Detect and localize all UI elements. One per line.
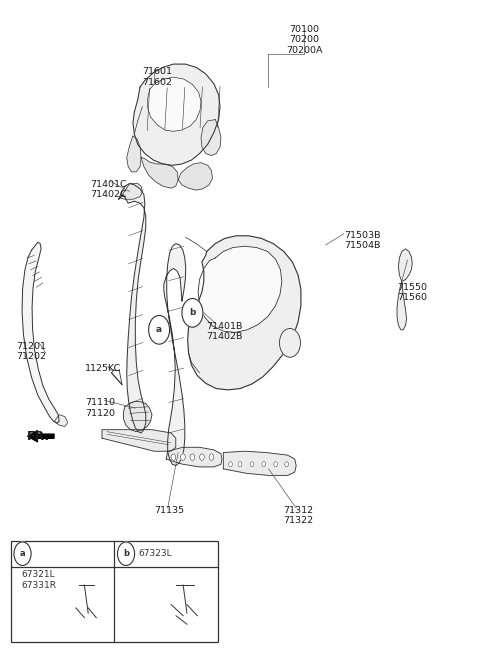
Polygon shape xyxy=(178,163,213,190)
Text: 71550
71560: 71550 71560 xyxy=(397,283,427,302)
Polygon shape xyxy=(123,401,152,432)
Text: 71401B
71402B: 71401B 71402B xyxy=(207,322,243,342)
Circle shape xyxy=(200,454,204,461)
Circle shape xyxy=(279,328,300,357)
Text: 1125KC: 1125KC xyxy=(85,365,121,373)
Polygon shape xyxy=(148,77,201,131)
Text: 67321L
67331R: 67321L 67331R xyxy=(21,570,56,589)
Circle shape xyxy=(209,454,214,461)
Polygon shape xyxy=(164,244,186,466)
Circle shape xyxy=(250,462,254,467)
Polygon shape xyxy=(198,246,282,332)
Polygon shape xyxy=(201,120,221,156)
FancyBboxPatch shape xyxy=(11,541,217,642)
Text: 71312
71322: 71312 71322 xyxy=(283,506,313,526)
Circle shape xyxy=(285,462,288,467)
Polygon shape xyxy=(102,430,176,451)
Polygon shape xyxy=(398,249,412,281)
Text: b: b xyxy=(123,549,129,558)
Circle shape xyxy=(238,462,242,467)
Text: a: a xyxy=(156,325,162,334)
Text: a: a xyxy=(20,549,25,558)
Text: 71201
71202: 71201 71202 xyxy=(16,342,47,361)
Polygon shape xyxy=(133,64,220,166)
Polygon shape xyxy=(119,183,146,433)
Text: 71135: 71135 xyxy=(155,506,184,515)
Polygon shape xyxy=(141,158,178,188)
Polygon shape xyxy=(166,447,222,467)
Polygon shape xyxy=(127,136,141,172)
Circle shape xyxy=(180,454,185,461)
Text: 67323L: 67323L xyxy=(138,549,171,558)
Circle shape xyxy=(274,462,277,467)
Text: FR.: FR. xyxy=(27,430,50,443)
Polygon shape xyxy=(54,415,68,426)
Circle shape xyxy=(118,542,134,566)
Text: b: b xyxy=(189,308,196,317)
Text: 71110
71120: 71110 71120 xyxy=(85,398,115,418)
Polygon shape xyxy=(397,281,407,330)
Circle shape xyxy=(262,462,266,467)
Polygon shape xyxy=(188,236,301,390)
Polygon shape xyxy=(22,242,59,423)
Circle shape xyxy=(190,454,195,461)
Polygon shape xyxy=(120,183,143,199)
Circle shape xyxy=(171,454,176,461)
Text: 71601
71602: 71601 71602 xyxy=(143,68,172,87)
FancyArrowPatch shape xyxy=(28,430,54,442)
Circle shape xyxy=(14,542,31,566)
Text: 71401C
71402C: 71401C 71402C xyxy=(90,179,127,199)
Text: 70100
70200
70200A: 70100 70200 70200A xyxy=(286,25,323,55)
Circle shape xyxy=(149,315,169,344)
Circle shape xyxy=(228,462,232,467)
Polygon shape xyxy=(223,451,296,476)
Text: 71503B
71504B: 71503B 71504B xyxy=(345,231,381,250)
Circle shape xyxy=(182,298,203,327)
